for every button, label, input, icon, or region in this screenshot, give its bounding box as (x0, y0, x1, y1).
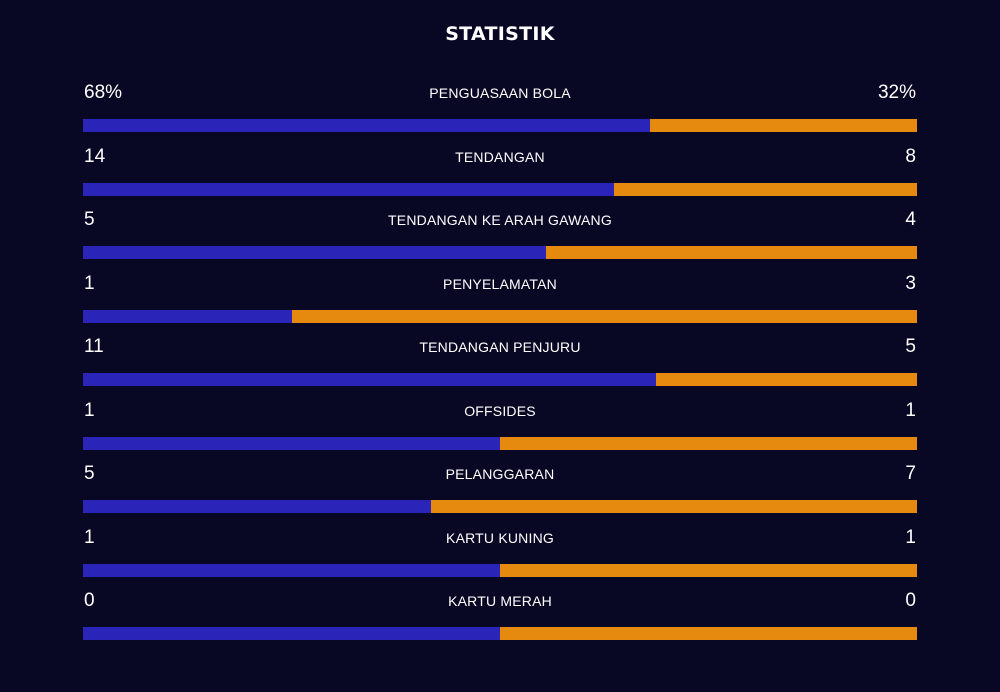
stat-row-shots-on-target: 5 TENDANGAN KE ARAH GAWANG 4 (83, 208, 917, 272)
home-value: 1 (84, 272, 95, 294)
away-bar (500, 436, 917, 450)
comparison-bar (83, 436, 917, 450)
home-bar (83, 500, 431, 513)
home-bar (83, 563, 500, 577)
home-bar (83, 373, 657, 386)
home-value: 1 (84, 399, 95, 421)
away-bar (650, 119, 917, 132)
away-value: 4 (905, 209, 916, 230)
away-value: 8 (905, 145, 916, 167)
away-value: 7 (905, 463, 916, 484)
home-value: 5 (84, 209, 95, 230)
home-value: 0 (84, 590, 95, 611)
stat-row-corners: 11 TENDANGAN PENJURU 5 (83, 335, 917, 399)
comparison-bar (83, 119, 917, 132)
away-value: 1 (905, 526, 916, 548)
stat-label: PENGUASAAN BOLA (429, 85, 571, 101)
stats-title: STATISTIK (445, 23, 555, 45)
home-value: 68% (84, 82, 123, 103)
comparison-bar (83, 500, 917, 513)
home-value: 1 (84, 526, 95, 548)
stat-row-offsides: 1 OFFSIDES 1 (83, 399, 917, 463)
comparison-bar (83, 563, 917, 577)
comparison-bar (83, 182, 917, 196)
stat-label: KARTU MERAH (448, 593, 552, 609)
home-value: 14 (84, 145, 106, 167)
away-bar (430, 500, 917, 513)
stat-row-yellow-cards: 1 KARTU KUNING 1 (83, 526, 917, 590)
away-bar (546, 246, 917, 259)
away-value: 1 (905, 399, 916, 421)
away-value: 5 (905, 336, 916, 357)
home-bar (83, 436, 500, 450)
comparison-bar (83, 627, 917, 640)
stat-row-shots: 14 TENDANGAN 8 (83, 145, 917, 209)
home-bar (83, 182, 614, 196)
away-value: 0 (905, 590, 916, 611)
stat-label: OFFSIDES (464, 402, 536, 419)
stat-label: PENYELAMATAN (443, 275, 557, 292)
away-bar (291, 309, 917, 323)
home-bar (83, 246, 547, 259)
away-value: 3 (905, 272, 916, 294)
comparison-bar (83, 246, 917, 259)
stat-row-possession: 68% PENGUASAAN BOLA 32% (83, 81, 917, 145)
stat-row-red-cards: 0 KARTU MERAH 0 (83, 589, 917, 653)
comparison-bar (83, 309, 917, 323)
away-value: 32% (877, 82, 916, 103)
away-bar (500, 563, 917, 577)
stat-label: TENDANGAN KE ARAH GAWANG (388, 212, 612, 228)
away-bar (656, 373, 917, 386)
stat-label: KARTU KUNING (446, 529, 554, 546)
stat-label: PELANGGARAN (445, 466, 555, 482)
stats-list: 68% PENGUASAAN BOLA 32% 14 TENDANGAN 8 5… (83, 81, 917, 653)
stat-row-fouls: 5 PELANGGARAN 7 (83, 462, 917, 526)
stat-label: TENDANGAN PENJURU (419, 339, 581, 355)
comparison-bar (83, 373, 917, 386)
away-bar (613, 182, 917, 196)
away-bar (500, 627, 917, 640)
home-value: 11 (84, 336, 104, 357)
home-bar (83, 309, 292, 323)
home-bar (83, 119, 651, 132)
stat-row-saves: 1 PENYELAMATAN 3 (83, 272, 917, 336)
home-bar (83, 627, 500, 640)
home-value: 5 (84, 463, 95, 484)
stat-label: TENDANGAN (455, 148, 545, 165)
